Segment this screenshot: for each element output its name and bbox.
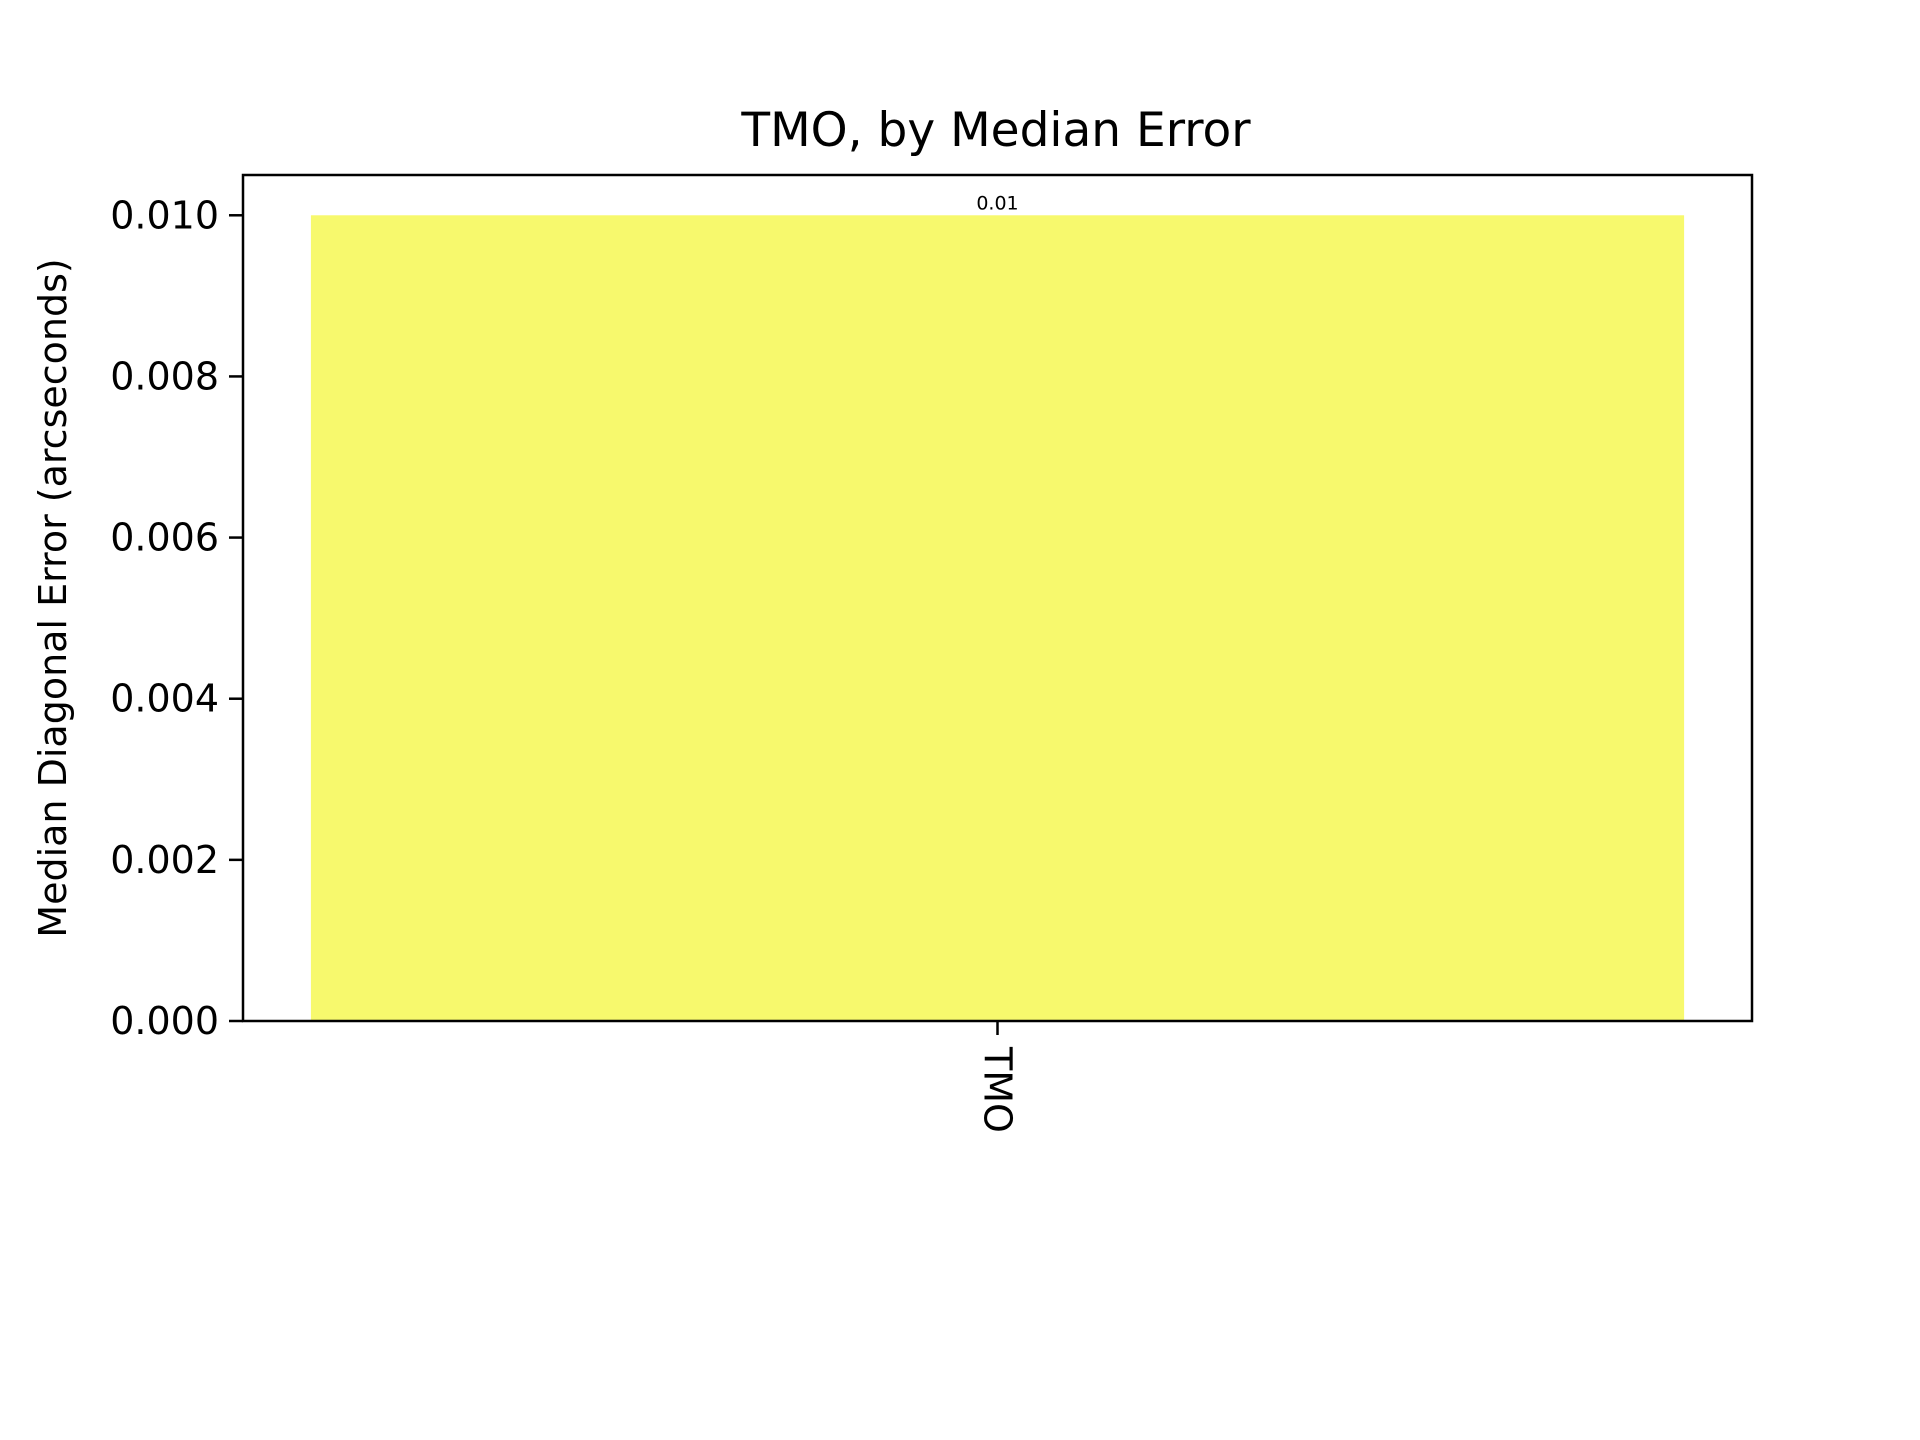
bar-value-label: 0.01 <box>976 192 1018 214</box>
bar-tmo <box>310 215 1685 1022</box>
bars-group: 0.01 <box>310 192 1685 1022</box>
x-ticks-group: TMO <box>976 1021 1020 1133</box>
y-tick-label: 0.004 <box>110 677 219 721</box>
y-tick-label: 0.006 <box>110 516 219 560</box>
y-tick-label: 0.002 <box>110 838 219 882</box>
y-ticks-group: 0.000 0.002 0.004 0.006 0.008 0.010 <box>110 193 243 1043</box>
y-axis-label: Median Diagonal Error (arcseconds) <box>31 258 75 937</box>
y-tick-label: 0.010 <box>110 193 219 237</box>
y-tick-label: 0.008 <box>110 354 219 398</box>
y-tick-label: 0.000 <box>110 999 219 1043</box>
chart-title: TMO, by Median Error <box>740 103 1251 158</box>
x-tick-label: TMO <box>976 1046 1020 1133</box>
plot-frame <box>241 173 1754 1023</box>
